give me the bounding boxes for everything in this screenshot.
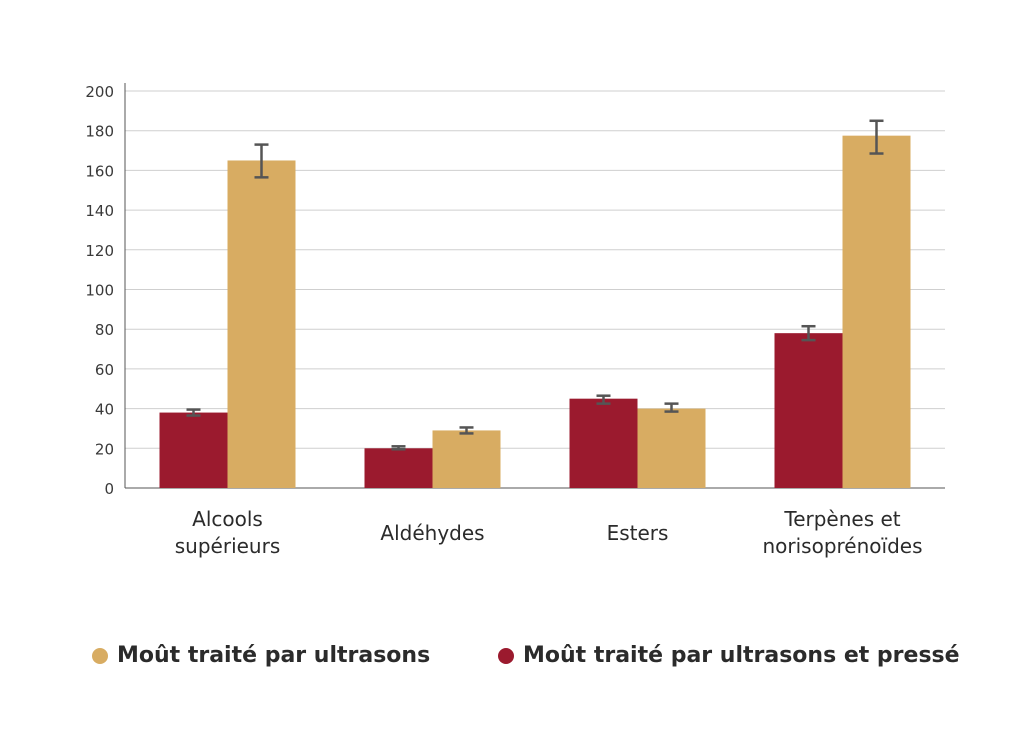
bar xyxy=(227,160,296,488)
y-tick-label: 160 xyxy=(85,162,114,180)
x-category-label: supérieurs xyxy=(175,534,281,558)
legend-item-ultrasons: Moût traité par ultrasons xyxy=(92,643,430,668)
legend-label-ultrasons-presse: Moût traité par ultrasons et pressé xyxy=(523,643,960,668)
y-tick-label: 200 xyxy=(85,83,114,101)
legend-swatch-ultrasons xyxy=(92,647,108,664)
x-category-label: Alcools xyxy=(192,507,263,531)
y-tick-label: 180 xyxy=(85,123,114,141)
y-tick-label: 40 xyxy=(95,401,114,419)
x-category-label: Esters xyxy=(607,521,669,545)
y-tick-label: 60 xyxy=(95,361,114,379)
bar xyxy=(774,333,843,488)
x-category-label: Terpènes et xyxy=(783,507,900,531)
bar xyxy=(159,412,228,488)
legend-item-ultrasons-presse: Moût traité par ultrasons et pressé xyxy=(498,643,960,668)
y-tick-label: 140 xyxy=(85,202,114,220)
y-tick-label: 80 xyxy=(95,321,114,339)
bar xyxy=(842,135,911,488)
y-tick-label: 100 xyxy=(85,282,114,300)
y-tick-label: 20 xyxy=(95,440,114,458)
legend-label-ultrasons: Moût traité par ultrasons xyxy=(117,643,431,668)
y-tick-label: 0 xyxy=(104,480,114,498)
y-tick-label: 120 xyxy=(85,242,114,260)
bar xyxy=(364,448,433,488)
x-category-label: norisoprénoïdes xyxy=(762,534,922,558)
bar xyxy=(637,408,706,488)
bar xyxy=(432,430,501,488)
bar xyxy=(569,398,638,488)
legend-swatch-ultrasons-presse xyxy=(498,647,514,664)
x-category-label: Aldéhydes xyxy=(380,521,484,545)
